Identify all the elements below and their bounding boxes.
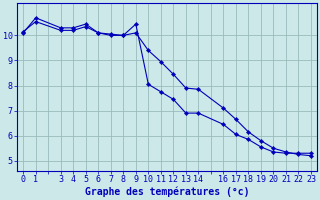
X-axis label: Graphe des températures (°c): Graphe des températures (°c) bbox=[85, 187, 249, 197]
